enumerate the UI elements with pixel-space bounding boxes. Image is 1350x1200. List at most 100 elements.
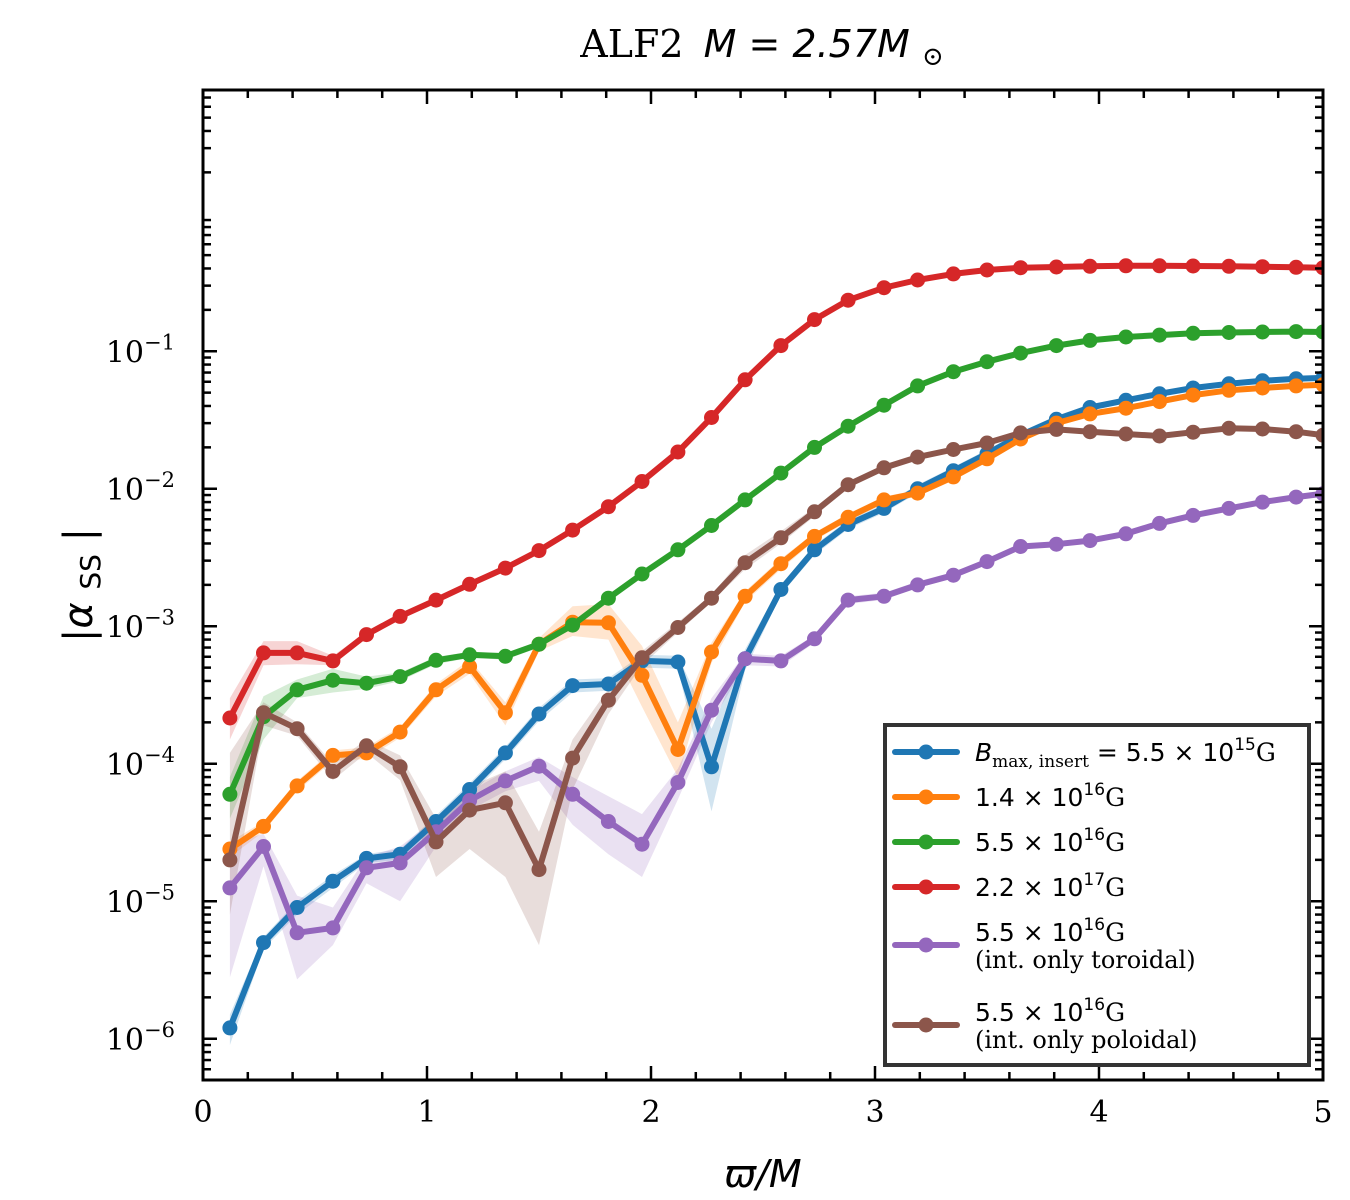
marker-series-0-point-7	[462, 782, 478, 797]
marker-series-5-point-0	[222, 852, 238, 868]
marker-series-5-point-4	[359, 738, 374, 754]
marker-series-3-point-4	[359, 627, 374, 643]
marker-series-3-point-26	[1118, 258, 1134, 274]
marker-series-4-point-8	[497, 773, 513, 789]
legend-label-2: 5.5 × 1016G	[975, 825, 1125, 857]
marker-series-1-point-31	[1288, 378, 1304, 394]
marker-series-4-point-19	[876, 588, 892, 604]
marker-series-5-point-10	[565, 750, 581, 766]
marker-series-2-point-24	[1048, 338, 1064, 354]
marker-series-1-point-20	[910, 485, 926, 501]
marker-series-2-point-12	[634, 566, 650, 582]
marker-series-1-point-15	[737, 588, 753, 604]
marker-series-3-point-17	[807, 312, 822, 328]
marker-series-5-point-9	[531, 862, 547, 878]
marker-series-1-point-11	[600, 615, 616, 631]
marker-series-3-point-16	[773, 338, 789, 354]
marker-series-3-point-8	[497, 560, 513, 576]
legend-box	[883, 723, 1311, 1067]
marker-series-1-point-2	[289, 778, 305, 794]
marker-series-2-point-7	[462, 647, 478, 663]
marker-series-4-point-22	[979, 554, 995, 570]
marker-series-4-point-12	[634, 836, 650, 852]
chart-title: ALF2 M = 2.57M ⊙	[579, 22, 943, 72]
marker-series-2-point-13	[670, 542, 686, 558]
chart-title-sub: ⊙	[922, 42, 944, 72]
marker-series-5-point-1	[256, 705, 271, 721]
marker-series-4-point-9	[531, 758, 547, 774]
marker-series-5-point-19	[876, 460, 892, 476]
marker-series-4-point-11	[600, 814, 616, 829]
marker-series-5-point-14	[704, 590, 719, 606]
marker-series-3-point-30	[1255, 259, 1270, 275]
marker-series-5-point-20	[910, 449, 926, 465]
marker-series-3-point-11	[600, 499, 616, 515]
legend-label-0: Bmax, insert = 5.5 × 1015G	[975, 735, 1276, 772]
marker-series-4-point-13	[670, 775, 686, 790]
marker-series-3-point-28	[1185, 258, 1201, 274]
marker-series-4-point-0	[222, 880, 238, 896]
x-tick-label: 2	[641, 1095, 660, 1130]
marker-series-4-point-21	[945, 567, 961, 583]
marker-series-4-point-29	[1221, 500, 1237, 516]
marker-series-2-point-25	[1082, 332, 1098, 348]
marker-series-2-point-8	[497, 648, 513, 664]
x-tick-label: 1	[417, 1095, 436, 1130]
marker-series-3-point-31	[1288, 259, 1304, 275]
x-axis-label: ϖ/M	[724, 1152, 801, 1196]
marker-series-2-point-4	[359, 675, 374, 691]
marker-series-5-point-17	[807, 504, 822, 520]
marker-series-0-point-11	[600, 676, 616, 692]
marker-series-0-point-8	[497, 745, 513, 761]
marker-series-2-point-23	[1013, 345, 1029, 361]
y-tick-label: 10−6	[106, 1018, 175, 1058]
marker-series-0-point-9	[531, 706, 547, 722]
marker-series-2-point-10	[565, 617, 581, 633]
marker-series-5-point-18	[840, 477, 856, 493]
marker-series-4-point-30	[1255, 494, 1270, 510]
marker-series-5-point-15	[737, 555, 753, 571]
marker-series-0-point-13	[670, 654, 686, 670]
legend-marker-3	[918, 879, 934, 895]
y-tick-label: 10−5	[106, 880, 175, 920]
x-tick-labels: 0 1 2 3 4 5	[193, 1095, 1332, 1130]
marker-series-2-point-22	[979, 354, 995, 370]
marker-series-1-point-12	[634, 667, 650, 683]
marker-series-5-point-12	[634, 650, 650, 666]
marker-series-3-point-9	[531, 543, 547, 559]
marker-series-2-point-29	[1221, 325, 1237, 340]
marker-series-4-point-16	[773, 653, 789, 669]
legend-label-5: 5.5 × 1016G	[975, 995, 1125, 1027]
chart-title-prefix: ALF2	[579, 22, 683, 66]
marker-series-1-point-14	[704, 644, 719, 660]
y-axis-label: |α SS |	[56, 528, 110, 642]
marker-series-2-point-3	[325, 672, 341, 688]
marker-series-1-point-17	[807, 528, 822, 544]
marker-series-2-point-21	[945, 364, 961, 380]
marker-series-3-point-12	[634, 474, 650, 489]
marker-series-3-point-10	[565, 522, 581, 538]
marker-series-2-point-14	[704, 518, 719, 533]
marker-series-5-point-23	[1013, 425, 1029, 441]
marker-series-2-point-5	[392, 669, 408, 685]
marker-series-2-point-17	[807, 439, 822, 455]
marker-series-4-point-27	[1152, 515, 1167, 531]
marker-series-2-point-11	[600, 590, 616, 606]
marker-series-0-point-0	[222, 1020, 238, 1036]
marker-series-3-point-21	[945, 266, 961, 282]
marker-series-1-point-8	[497, 705, 513, 721]
marker-series-5-point-2	[289, 721, 305, 737]
marker-series-4-point-1	[256, 839, 271, 854]
marker-series-3-point-7	[462, 576, 478, 592]
chart-title-math: M = 2.57M	[704, 22, 910, 66]
marker-series-1-point-22	[979, 451, 995, 467]
marker-series-4-point-2	[289, 925, 305, 941]
marker-series-1-point-19	[876, 492, 892, 508]
marker-series-5-point-16	[773, 530, 789, 546]
marker-series-5-point-27	[1152, 428, 1167, 444]
marker-series-4-point-10	[565, 786, 581, 802]
marker-series-2-point-28	[1185, 325, 1201, 341]
marker-series-1-point-21	[945, 469, 961, 485]
legend-label-4: 5.5 × 1016G	[975, 915, 1125, 947]
